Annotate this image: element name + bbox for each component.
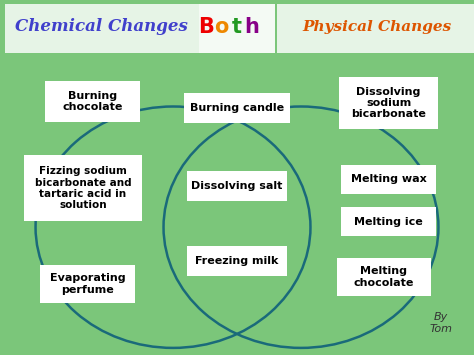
FancyBboxPatch shape (40, 266, 135, 302)
Text: Physical Changes: Physical Changes (302, 20, 451, 34)
FancyBboxPatch shape (24, 155, 142, 221)
Text: t: t (231, 17, 242, 37)
Text: By
Tom: By Tom (429, 312, 452, 334)
FancyBboxPatch shape (341, 165, 436, 194)
FancyBboxPatch shape (184, 93, 290, 124)
Text: Melting wax: Melting wax (351, 174, 427, 184)
Text: Chemical Changes: Chemical Changes (16, 18, 188, 35)
Text: h: h (244, 17, 259, 37)
Text: Burning candle: Burning candle (190, 103, 284, 113)
Text: Melting
chocolate: Melting chocolate (354, 266, 414, 288)
Text: Dissolving
sodium
bicarbonate: Dissolving sodium bicarbonate (351, 87, 426, 119)
Text: Fizzing sodium
bicarbonate and
tartaric acid in
solution: Fizzing sodium bicarbonate and tartaric … (35, 166, 131, 210)
Text: Evaporating
perfume: Evaporating perfume (50, 273, 126, 295)
FancyBboxPatch shape (277, 4, 474, 53)
FancyBboxPatch shape (339, 77, 438, 129)
FancyBboxPatch shape (341, 207, 436, 236)
FancyBboxPatch shape (45, 81, 140, 121)
FancyBboxPatch shape (187, 171, 287, 202)
FancyBboxPatch shape (187, 246, 287, 276)
FancyBboxPatch shape (337, 258, 431, 295)
Text: o: o (214, 17, 228, 37)
Text: Burning
chocolate: Burning chocolate (62, 91, 123, 112)
Text: B: B (198, 17, 214, 37)
FancyBboxPatch shape (199, 4, 275, 53)
Text: Freezing milk: Freezing milk (195, 256, 279, 266)
FancyBboxPatch shape (5, 4, 199, 53)
Text: Dissolving salt: Dissolving salt (191, 181, 283, 191)
Text: Melting ice: Melting ice (354, 217, 423, 227)
